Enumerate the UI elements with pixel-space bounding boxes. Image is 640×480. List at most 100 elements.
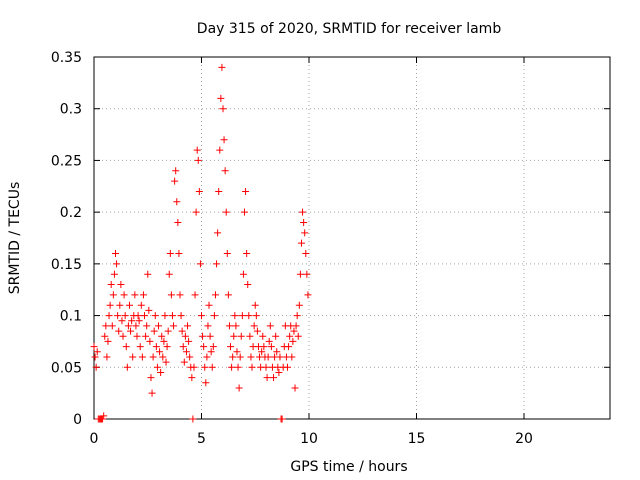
data-point: [161, 312, 169, 320]
data-point: [278, 415, 286, 423]
x-tick-label: 10: [300, 431, 318, 447]
data-point: [207, 348, 215, 356]
data-point: [148, 389, 156, 397]
data-point: [162, 358, 170, 366]
data-point: [141, 312, 149, 320]
data-point: [121, 312, 129, 320]
data-point: [265, 337, 273, 345]
data-point: [102, 322, 110, 330]
data-point: [228, 363, 236, 371]
data-point: [297, 239, 305, 247]
data-point: [108, 322, 116, 330]
data-point: [301, 229, 309, 237]
data-point: [118, 317, 126, 325]
data-point: [144, 270, 152, 278]
data-point: [160, 337, 168, 345]
data-point: [216, 146, 224, 154]
data-point: [123, 363, 131, 371]
data-point: [258, 348, 266, 356]
data-point: [267, 343, 275, 351]
data-point: [92, 363, 100, 371]
data-point: [138, 353, 146, 361]
x-tick-label: 0: [90, 431, 99, 447]
data-point: [164, 327, 172, 335]
axis-ticks: [93, 56, 610, 420]
data-point: [248, 363, 256, 371]
y-axis-label: SRMTID / TECUs: [7, 182, 23, 295]
data-point: [101, 332, 109, 340]
data-point: [143, 322, 151, 330]
data-point: [219, 105, 227, 113]
data-point: [285, 343, 293, 351]
x-tick-label: 20: [515, 431, 533, 447]
data-point: [198, 312, 205, 320]
data-point: [100, 412, 108, 420]
data-point: [156, 348, 164, 356]
data-point: [293, 312, 301, 320]
data-point: [232, 322, 240, 330]
data-point: [155, 322, 162, 330]
y-tick-label: 0.05: [51, 360, 82, 376]
data-point: [119, 332, 127, 340]
y-tick-label: 0.25: [51, 153, 82, 169]
data-point: [157, 368, 165, 376]
y-tick-label: 0.35: [51, 50, 82, 66]
data-point: [296, 270, 304, 278]
data-point: [233, 348, 241, 356]
data-point: [117, 281, 125, 289]
data-point: [182, 348, 190, 356]
data-point: [120, 291, 128, 299]
data-point: [185, 337, 193, 345]
data-point: [247, 353, 255, 361]
data-point: [231, 312, 239, 320]
data-point: [196, 260, 204, 268]
data-point: [262, 363, 270, 371]
data-point: [270, 374, 278, 382]
data-point: [286, 332, 294, 340]
data-point: [132, 322, 140, 330]
data-point: [299, 208, 307, 216]
data-point: [238, 312, 246, 320]
x-axis-tick-labels: 0 5 10 15 20: [90, 431, 533, 447]
data-point: [105, 312, 113, 320]
data-point: [153, 363, 161, 371]
y-tick-label: 0: [73, 412, 82, 428]
data-point: [259, 332, 267, 340]
data-point: [284, 363, 291, 371]
data-point: [115, 327, 123, 335]
data-point: [192, 208, 200, 216]
grid: [94, 57, 610, 419]
data-point: [292, 322, 300, 330]
data-point: [129, 353, 137, 361]
data-point: [237, 332, 245, 340]
data-point: [166, 250, 174, 258]
data-point: [136, 343, 144, 351]
data-point: [180, 358, 188, 366]
plot-frame: [93, 56, 611, 420]
data-point: [236, 353, 244, 361]
data-point: [168, 312, 176, 320]
data-point: [181, 332, 189, 340]
data-point: [291, 384, 299, 392]
data-point: [217, 94, 225, 102]
data-point: [206, 332, 214, 340]
data-point: [202, 379, 210, 387]
data-point: [273, 348, 281, 356]
x-tick-label: 5: [197, 431, 206, 447]
data-point: [93, 348, 101, 356]
data-point: [179, 343, 187, 351]
data-point: [235, 384, 243, 392]
data-point: [253, 327, 261, 335]
data-point: [171, 177, 179, 185]
data-point: [220, 136, 228, 144]
data-point: [214, 229, 222, 237]
data-point: [127, 327, 135, 335]
data-point: [152, 343, 160, 351]
data-point: [289, 337, 297, 345]
data-point: [173, 198, 181, 206]
data-point: [170, 322, 178, 330]
data-point: [194, 156, 202, 164]
data-point: [114, 312, 122, 320]
data-point: [260, 343, 268, 351]
data-point: [272, 332, 280, 340]
